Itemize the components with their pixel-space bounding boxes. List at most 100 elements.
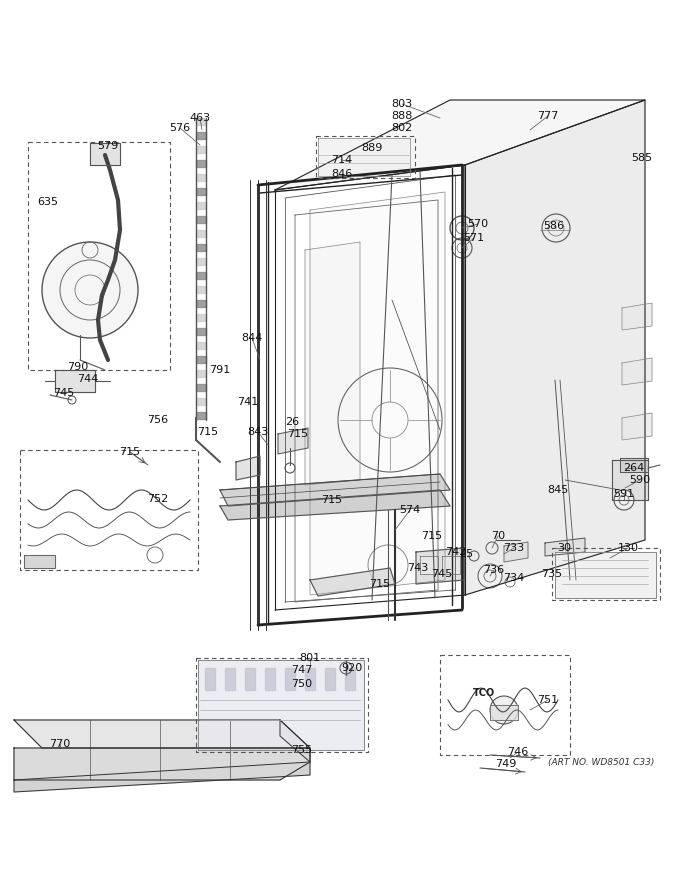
Polygon shape — [420, 556, 438, 574]
Text: 843: 843 — [248, 427, 269, 437]
Polygon shape — [196, 356, 206, 363]
Polygon shape — [196, 216, 206, 223]
Text: 734: 734 — [503, 573, 525, 583]
Text: 715: 715 — [120, 447, 141, 457]
Polygon shape — [196, 188, 206, 195]
Text: 746: 746 — [507, 747, 528, 757]
Polygon shape — [196, 174, 206, 181]
Text: 802: 802 — [392, 123, 413, 133]
Polygon shape — [465, 100, 645, 595]
Text: 264: 264 — [624, 463, 645, 473]
Polygon shape — [265, 668, 275, 690]
Text: 715: 715 — [288, 429, 309, 439]
Polygon shape — [490, 705, 518, 720]
Polygon shape — [310, 568, 395, 596]
Polygon shape — [196, 160, 206, 167]
Text: (ART NO. WD8501 C33): (ART NO. WD8501 C33) — [548, 758, 654, 766]
Text: 591: 591 — [613, 489, 634, 499]
Text: 571: 571 — [464, 233, 485, 243]
Text: 715: 715 — [322, 495, 343, 505]
Polygon shape — [196, 258, 206, 265]
Text: 715: 715 — [197, 427, 218, 437]
Text: 844: 844 — [241, 333, 262, 343]
Polygon shape — [196, 342, 206, 349]
Polygon shape — [196, 132, 206, 139]
Polygon shape — [14, 762, 310, 792]
Text: 888: 888 — [391, 111, 413, 121]
Polygon shape — [220, 490, 450, 520]
Text: 130: 130 — [617, 543, 639, 553]
Polygon shape — [305, 668, 315, 690]
Polygon shape — [196, 300, 206, 307]
Text: 752: 752 — [148, 494, 169, 504]
Text: 715: 715 — [369, 579, 390, 589]
Polygon shape — [198, 660, 364, 750]
Polygon shape — [196, 398, 206, 405]
Text: 715: 715 — [422, 531, 443, 541]
Text: 733: 733 — [503, 543, 524, 553]
Polygon shape — [196, 118, 206, 125]
Polygon shape — [305, 242, 360, 485]
Polygon shape — [622, 303, 652, 330]
Text: 25: 25 — [459, 549, 473, 559]
Text: 803: 803 — [392, 99, 413, 109]
Polygon shape — [545, 538, 585, 556]
Polygon shape — [196, 314, 206, 321]
Text: 743: 743 — [407, 563, 428, 573]
Polygon shape — [205, 668, 215, 690]
Polygon shape — [196, 412, 206, 419]
Text: 586: 586 — [543, 221, 564, 231]
Text: 751: 751 — [537, 695, 558, 705]
Text: 579: 579 — [97, 141, 118, 151]
Text: 714: 714 — [331, 155, 353, 165]
Polygon shape — [196, 328, 206, 335]
Polygon shape — [442, 556, 460, 574]
Text: 30: 30 — [557, 543, 571, 553]
Text: 791: 791 — [209, 365, 231, 375]
Polygon shape — [325, 668, 335, 690]
Polygon shape — [285, 668, 295, 690]
Circle shape — [490, 696, 518, 724]
Polygon shape — [220, 474, 450, 506]
Text: 801: 801 — [299, 653, 320, 663]
Polygon shape — [225, 668, 235, 690]
Text: 756: 756 — [148, 415, 169, 425]
Text: 846: 846 — [331, 169, 353, 179]
Text: 741: 741 — [237, 397, 258, 407]
Circle shape — [478, 564, 502, 588]
Polygon shape — [196, 272, 206, 279]
Polygon shape — [14, 748, 310, 780]
Text: TCO: TCO — [473, 688, 495, 698]
Circle shape — [614, 490, 634, 510]
Polygon shape — [196, 146, 206, 153]
Polygon shape — [310, 192, 445, 595]
Polygon shape — [196, 244, 206, 251]
Text: 745: 745 — [431, 569, 453, 579]
Text: 920: 920 — [341, 663, 362, 673]
Polygon shape — [245, 668, 255, 690]
Text: 845: 845 — [547, 485, 568, 495]
Text: 749: 749 — [495, 759, 517, 769]
Text: 742: 742 — [445, 547, 466, 557]
Text: 790: 790 — [67, 362, 88, 372]
Text: 750: 750 — [292, 679, 313, 689]
Text: 585: 585 — [632, 153, 653, 163]
Text: 755: 755 — [292, 745, 313, 755]
Polygon shape — [345, 668, 355, 690]
Text: 889: 889 — [361, 143, 383, 153]
Text: 574: 574 — [399, 505, 421, 515]
Text: 747: 747 — [291, 665, 313, 675]
Text: 590: 590 — [630, 475, 651, 485]
Text: 777: 777 — [537, 111, 559, 121]
Text: 463: 463 — [190, 113, 211, 123]
Polygon shape — [275, 100, 645, 190]
Polygon shape — [416, 548, 464, 584]
Polygon shape — [280, 720, 310, 762]
Text: 745: 745 — [53, 388, 75, 398]
Polygon shape — [622, 358, 652, 385]
Polygon shape — [55, 370, 95, 392]
Polygon shape — [504, 542, 528, 562]
Polygon shape — [278, 428, 308, 454]
Text: 635: 635 — [37, 197, 58, 207]
Circle shape — [42, 242, 138, 338]
